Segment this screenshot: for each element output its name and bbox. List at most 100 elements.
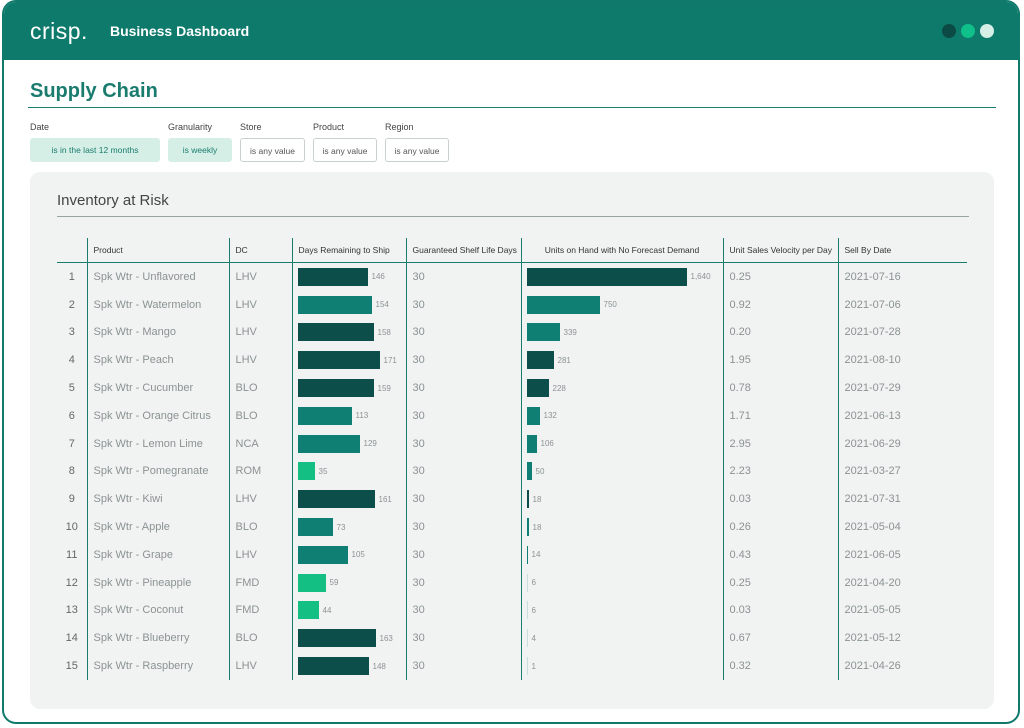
row-rank: 4 [68,354,75,367]
table-row[interactable]: 6 Spk Wtr - Orange Citrus BLO 113 30 132 1.71 2… [57,401,967,430]
days-remaining-bar[interactable] [297,379,374,398]
table-row[interactable]: 4 Spk Wtr - Peach LHV 171 30 281 1.95 2021-08-1… [57,346,967,375]
days-remaining-cell: 113 [291,401,406,430]
filter-store-chip[interactable]: is any value [240,138,305,162]
units-on-hand-bar[interactable] [526,434,537,453]
dot-dark-icon[interactable] [942,24,956,38]
units-on-hand-cell: 1 [520,652,723,680]
column-header-shelf-life[interactable]: Guaranteed Shelf Life Days [405,238,521,263]
units-on-hand-label: 1 [531,661,536,671]
days-remaining-bar[interactable] [297,518,333,537]
table-row[interactable]: 8 Spk Wtr - Pomegranate ROM 35 30 50 2.23 2021-… [57,457,967,486]
filter-date-chip[interactable]: is in the last 12 months [30,138,160,162]
row-rank: 6 [68,409,75,422]
table-row[interactable]: 11 Spk Wtr - Grape LHV 105 30 14 0.43 2021-06-0… [57,540,967,569]
units-on-hand-cell: 6 [520,568,723,597]
units-on-hand-bar[interactable] [526,267,687,286]
units-on-hand-label: 339 [563,327,577,337]
days-remaining-bar[interactable] [297,323,374,342]
table-row[interactable]: 12 Spk Wtr - Pineapple FMD 59 30 6 0.25 2021-04… [57,568,967,597]
days-remaining-bar[interactable] [297,267,368,286]
days-remaining-bar[interactable] [297,490,375,509]
units-on-hand-bar[interactable] [526,629,528,648]
table-row[interactable]: 1 Spk Wtr - Unflavored LHV 146 30 1,640 0.25 20… [57,262,967,291]
units-on-hand-bar[interactable] [526,657,528,676]
units-on-hand-bar[interactable] [526,462,532,481]
days-remaining-cell: 129 [291,429,406,458]
days-remaining-bar[interactable] [297,295,372,314]
filter-product-chip[interactable]: is any value [313,138,377,162]
table-row[interactable]: 14 Spk Wtr - Blueberry BLO 163 30 4 0.67 2021-0… [57,624,967,653]
days-remaining-bar[interactable] [297,434,360,453]
sell-by-cell: 2021-08-10 [837,346,967,375]
days-remaining-bar[interactable] [297,601,319,620]
table-row[interactable]: 5 Spk Wtr - Cucumber BLO 159 30 228 0.78 2021-0… [57,374,967,402]
product-cell: Spk Wtr - Mango [86,318,229,347]
velocity-cell: 0.26 [722,513,838,541]
dot-green-icon[interactable] [961,24,975,38]
column-header-rank[interactable] [57,238,87,263]
filter-granularity-chip[interactable]: is weekly [168,138,232,162]
shelf-life-cell: 30 [405,485,521,514]
days-remaining-bar[interactable] [297,657,369,676]
table-row[interactable]: 10 Spk Wtr - Apple BLO 73 30 18 0.26 2021-05-04 [57,513,967,541]
column-header-days-remaining[interactable]: Days Remaining to Ship [291,238,406,263]
column-header-sell-by[interactable]: Sell By Date [837,238,967,263]
days-remaining-bar[interactable] [297,629,376,648]
units-on-hand-bar[interactable] [526,351,554,370]
table-row[interactable]: 7 Spk Wtr - Lemon Lime NCA 129 30 106 2.95 2021… [57,429,967,458]
days-remaining-bar[interactable] [297,545,348,564]
dc-cell: LHV [228,290,292,319]
units-on-hand-cell: 339 [520,318,723,347]
column-header-units-on-hand[interactable]: Units on Hand with No Forecast Demand [520,238,723,263]
units-on-hand-bar[interactable] [526,573,528,592]
row-rank: 3 [68,326,75,339]
shelf-life-cell: 30 [405,652,521,680]
units-on-hand-label: 50 [535,466,545,476]
dc-cell: NCA [228,429,292,458]
table-row[interactable]: 2 Spk Wtr - Watermelon LHV 154 30 750 0.92 2021… [57,290,967,319]
column-header-product[interactable]: Product [86,238,229,263]
shelf-life-cell: 30 [405,568,521,597]
filter-store: Store is any value [240,122,305,162]
filter-region-chip[interactable]: is any value [385,138,449,162]
days-remaining-bar[interactable] [297,462,315,481]
inventory-at-risk-panel: Inventory at Risk Product DC Days Remain… [30,172,994,709]
units-on-hand-bar[interactable] [526,323,560,342]
units-on-hand-label: 132 [543,411,557,421]
column-header-dc[interactable]: DC [228,238,292,263]
units-on-hand-bar[interactable] [526,295,600,314]
days-remaining-label: 44 [322,605,332,615]
table-row[interactable]: 3 Spk Wtr - Mango LHV 158 30 339 0.20 2021-07-2… [57,318,967,347]
crisp-logo[interactable]: crisp. [30,17,88,44]
shelf-life-cell: 30 [405,429,521,458]
days-remaining-bar[interactable] [297,351,380,370]
shelf-life-cell: 30 [405,513,521,541]
table-row[interactable]: 9 Spk Wtr - Kiwi LHV 161 30 18 0.03 2021-07-31 [57,485,967,514]
velocity-cell: 2.95 [722,429,838,458]
units-on-hand-cell: 228 [520,374,723,402]
days-remaining-label: 159 [377,383,391,393]
units-on-hand-bar[interactable] [526,545,528,564]
days-remaining-bar[interactable] [297,573,326,592]
shelf-life-cell: 30 [405,596,521,625]
velocity-cell: 0.25 [722,568,838,597]
velocity-cell: 0.78 [722,374,838,402]
units-on-hand-label: 6 [531,578,536,588]
table-row[interactable]: 13 Spk Wtr - Coconut FMD 44 30 6 0.03 2021-05-0… [57,596,967,625]
units-on-hand-bar[interactable] [526,379,549,398]
units-on-hand-bar[interactable] [526,406,540,425]
days-remaining-bar[interactable] [297,406,352,425]
days-remaining-cell: 44 [291,596,406,625]
shelf-life-cell: 30 [405,457,521,486]
units-on-hand-bar[interactable] [526,518,529,537]
column-header-velocity[interactable]: Unit Sales Velocity per Day [722,238,838,263]
sell-by-cell: 2021-03-27 [837,457,967,486]
units-on-hand-bar[interactable] [526,490,529,509]
days-remaining-label: 163 [379,633,393,643]
row-rank: 14 [65,632,78,645]
dot-light-icon[interactable] [980,24,994,38]
table-row[interactable]: 15 Spk Wtr - Raspberry LHV 148 30 1 0.32 2021-0… [57,652,967,680]
units-on-hand-bar[interactable] [526,601,528,620]
row-rank: 7 [68,437,75,450]
